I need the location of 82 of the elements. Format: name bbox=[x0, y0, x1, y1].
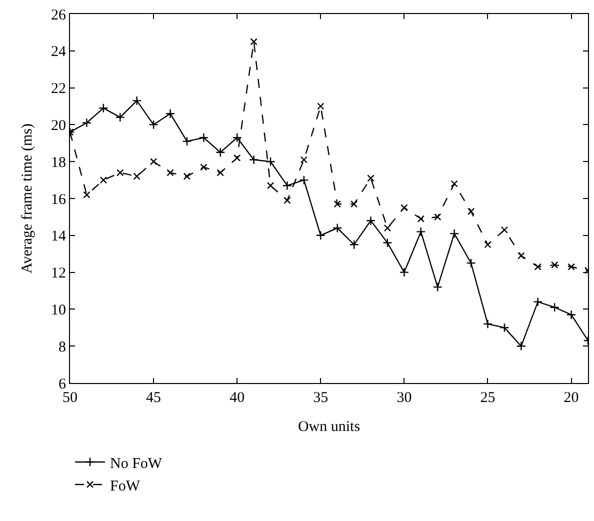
point bbox=[550, 302, 560, 312]
x-tick-label: 50 bbox=[62, 390, 78, 406]
point bbox=[332, 223, 342, 233]
point bbox=[232, 132, 242, 142]
y-tick-label: 24 bbox=[51, 44, 66, 60]
point bbox=[133, 172, 140, 180]
y-tick-label: 26 bbox=[51, 7, 66, 24]
point bbox=[165, 108, 176, 118]
point bbox=[534, 263, 542, 270]
y-tick-label: 12 bbox=[51, 266, 66, 282]
point bbox=[250, 38, 258, 46]
point bbox=[399, 268, 409, 278]
point bbox=[82, 118, 92, 128]
point bbox=[568, 263, 575, 270]
x-axis-title: Own units bbox=[298, 419, 360, 435]
point bbox=[416, 226, 426, 237]
y-tick-label: 22 bbox=[51, 81, 66, 98]
point bbox=[550, 261, 558, 269]
y-tick-label: 18 bbox=[51, 154, 66, 171]
point bbox=[434, 213, 442, 221]
point bbox=[115, 112, 125, 122]
y-tick-label: 6 bbox=[58, 376, 66, 392]
point bbox=[316, 230, 326, 240]
y-tick-label: 10 bbox=[51, 302, 66, 318]
x-tick-label: 40 bbox=[230, 390, 245, 406]
point bbox=[317, 102, 324, 110]
point bbox=[98, 103, 108, 113]
point bbox=[500, 322, 510, 332]
point bbox=[182, 136, 192, 146]
point bbox=[166, 169, 174, 176]
point bbox=[216, 148, 226, 158]
point bbox=[148, 120, 158, 130]
legend-label: No FoW bbox=[110, 456, 163, 472]
point bbox=[249, 154, 259, 165]
point bbox=[384, 224, 392, 232]
point bbox=[482, 319, 493, 329]
y-axis-title: Average frame time (ms) bbox=[19, 123, 36, 274]
point bbox=[450, 180, 458, 188]
point bbox=[83, 191, 90, 198]
x-tick-label: 30 bbox=[396, 390, 412, 406]
y-tick-label: 16 bbox=[51, 192, 66, 208]
point bbox=[300, 156, 308, 164]
point bbox=[366, 216, 376, 226]
point bbox=[266, 156, 276, 166]
point bbox=[150, 158, 158, 166]
point bbox=[432, 282, 442, 292]
x-tick-label: 35 bbox=[313, 390, 328, 406]
point bbox=[116, 169, 124, 176]
point bbox=[466, 258, 476, 268]
point bbox=[566, 310, 576, 320]
point bbox=[450, 228, 460, 238]
point bbox=[500, 226, 508, 234]
point bbox=[400, 204, 408, 212]
point bbox=[282, 180, 292, 190]
legend-label: FoW bbox=[110, 478, 141, 494]
point bbox=[484, 241, 492, 248]
point bbox=[183, 172, 191, 180]
point bbox=[216, 169, 224, 176]
point bbox=[334, 200, 341, 208]
x-tick-label: 20 bbox=[564, 390, 579, 406]
point bbox=[467, 208, 475, 216]
x-tick-label: 25 bbox=[480, 390, 496, 406]
x-tick-label: 45 bbox=[146, 390, 162, 406]
point bbox=[100, 176, 108, 184]
point bbox=[516, 341, 526, 351]
point bbox=[349, 240, 359, 250]
point bbox=[533, 297, 543, 307]
point bbox=[417, 215, 424, 222]
y-tick-label: 8 bbox=[58, 339, 66, 356]
point bbox=[284, 196, 291, 204]
point bbox=[266, 182, 274, 190]
point bbox=[382, 238, 392, 248]
point bbox=[518, 252, 525, 260]
y-tick-label: 20 bbox=[51, 118, 66, 134]
point bbox=[299, 175, 309, 185]
point bbox=[234, 154, 241, 162]
point bbox=[350, 200, 358, 208]
point bbox=[198, 132, 208, 142]
point bbox=[367, 174, 374, 182]
point bbox=[132, 96, 142, 106]
point bbox=[200, 164, 208, 171]
y-tick-label: 14 bbox=[51, 228, 66, 245]
